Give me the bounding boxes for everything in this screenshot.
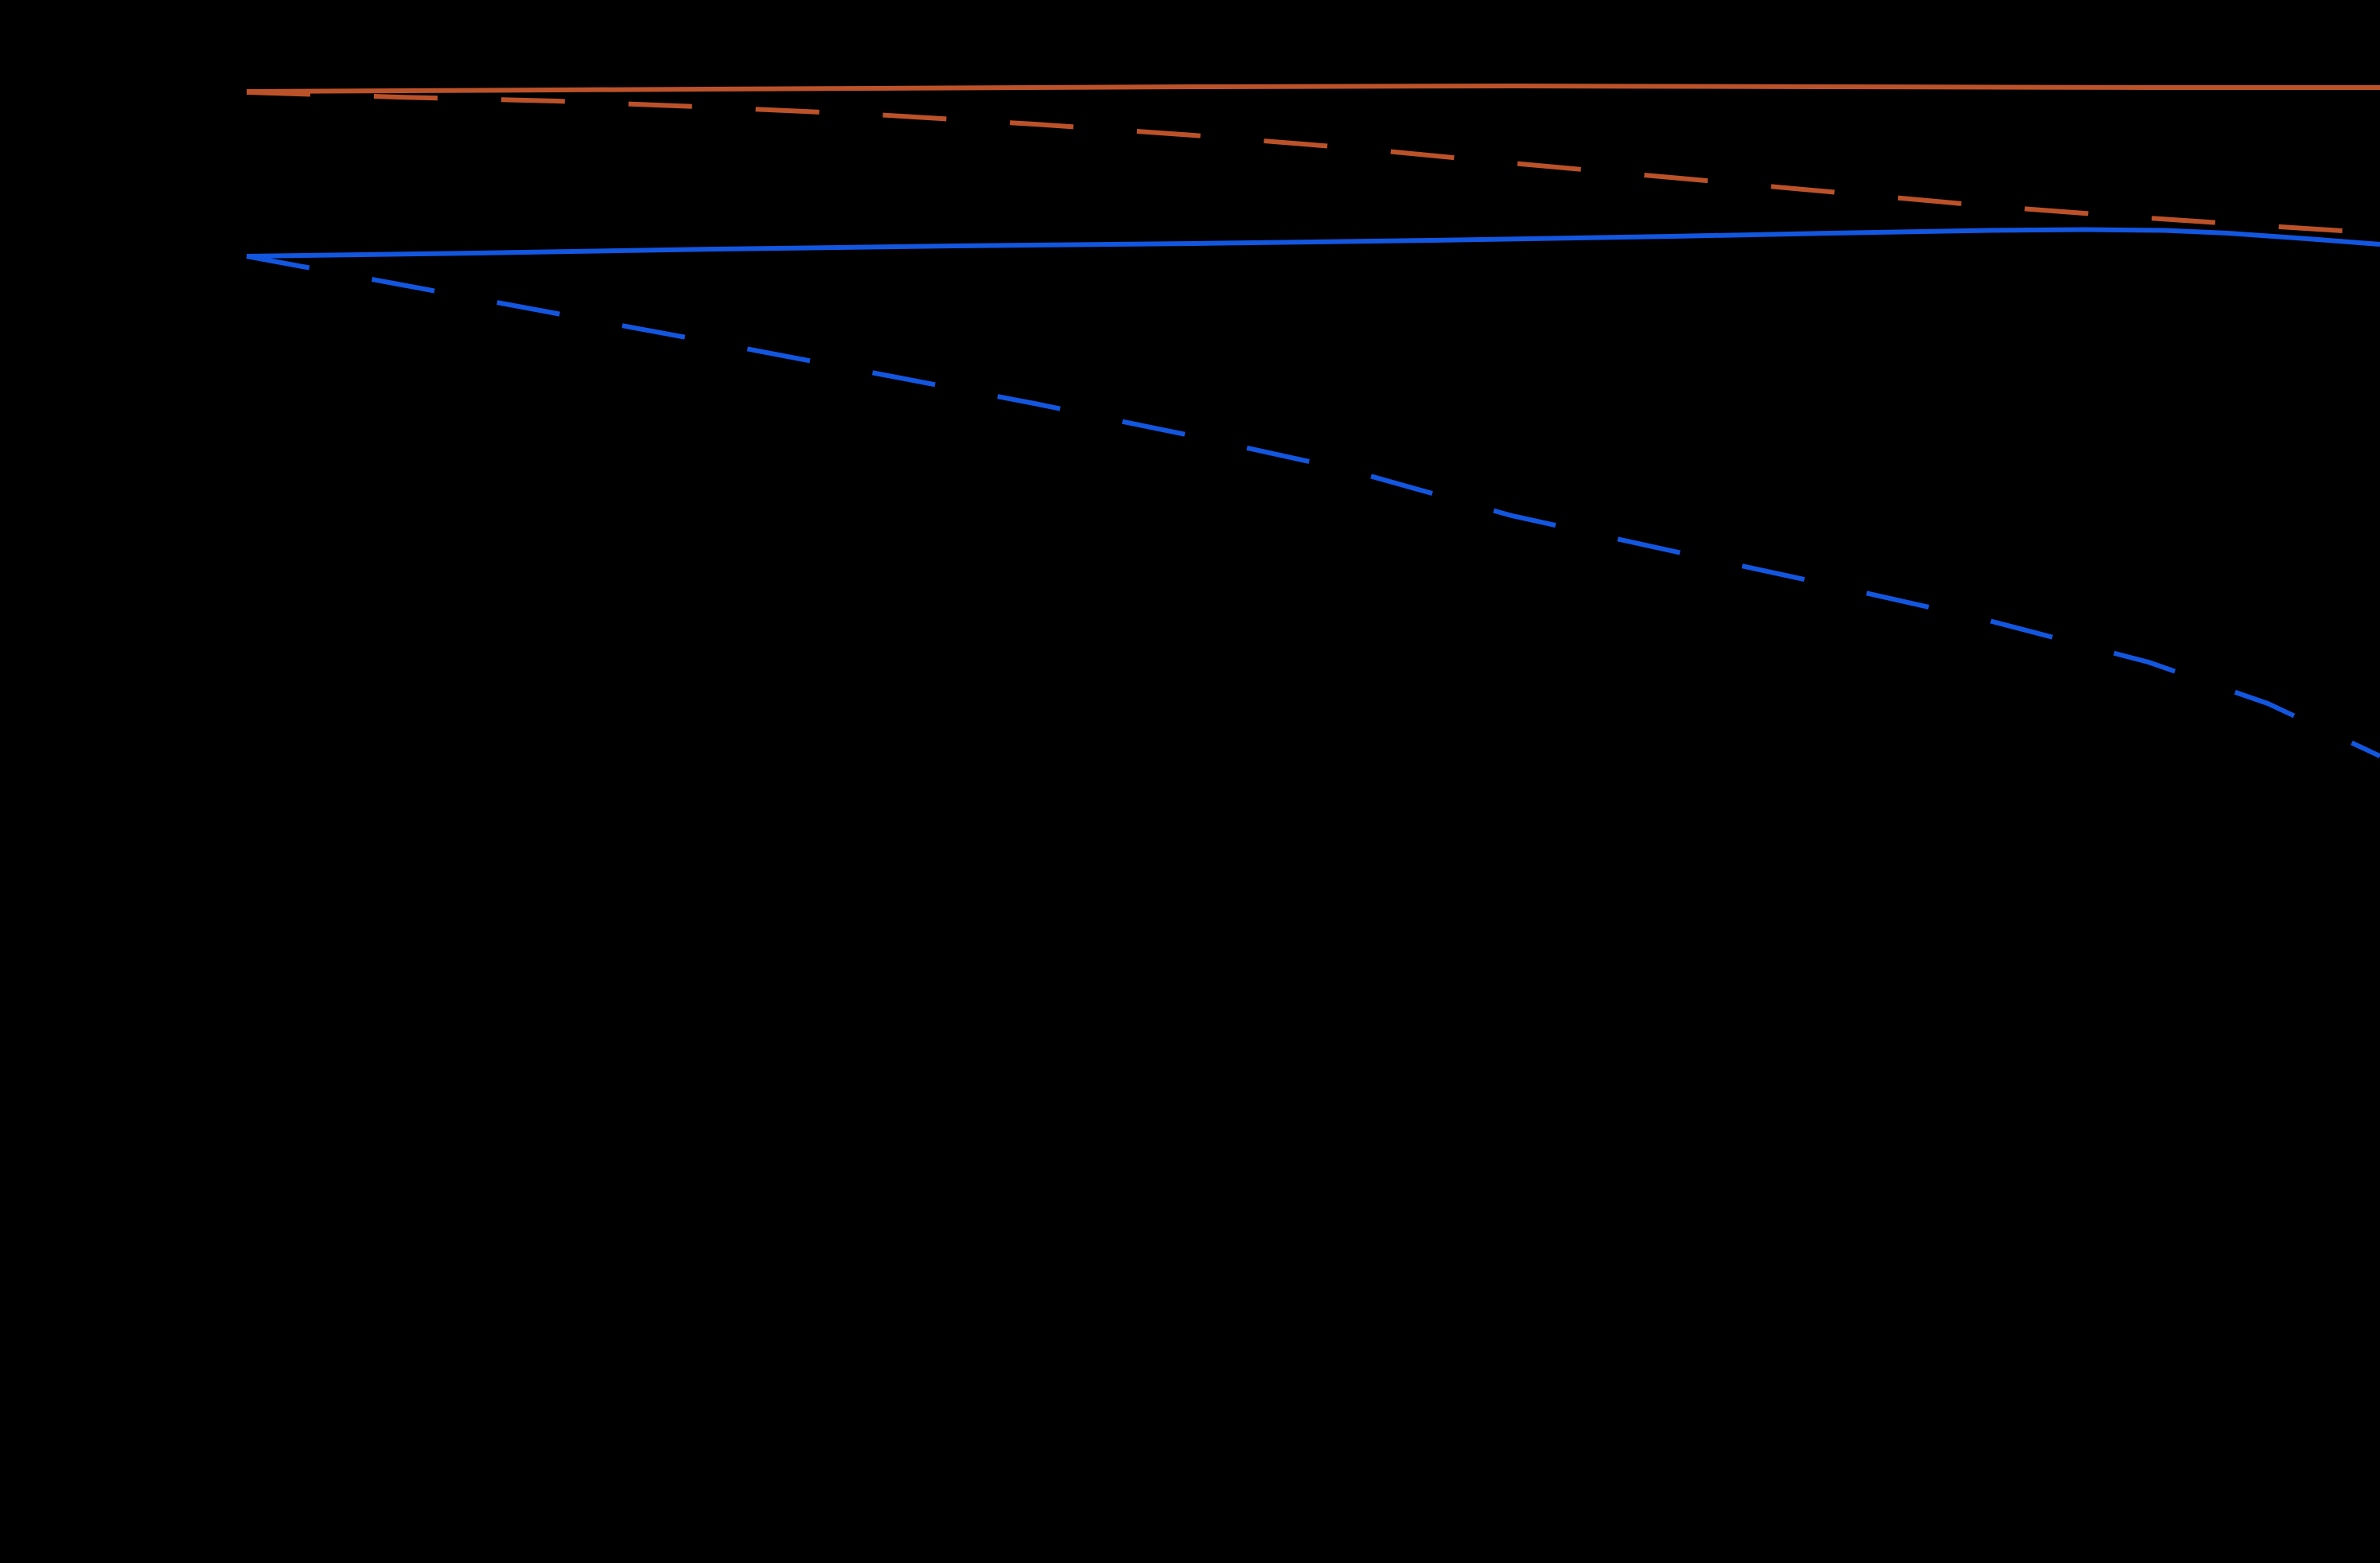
series-blue-dashed-line [246, 254, 2380, 758]
series-orange-dashed-line [246, 90, 2380, 236]
series-blue-solid-line [246, 227, 2380, 259]
series-orange-solid-line [246, 84, 2380, 94]
